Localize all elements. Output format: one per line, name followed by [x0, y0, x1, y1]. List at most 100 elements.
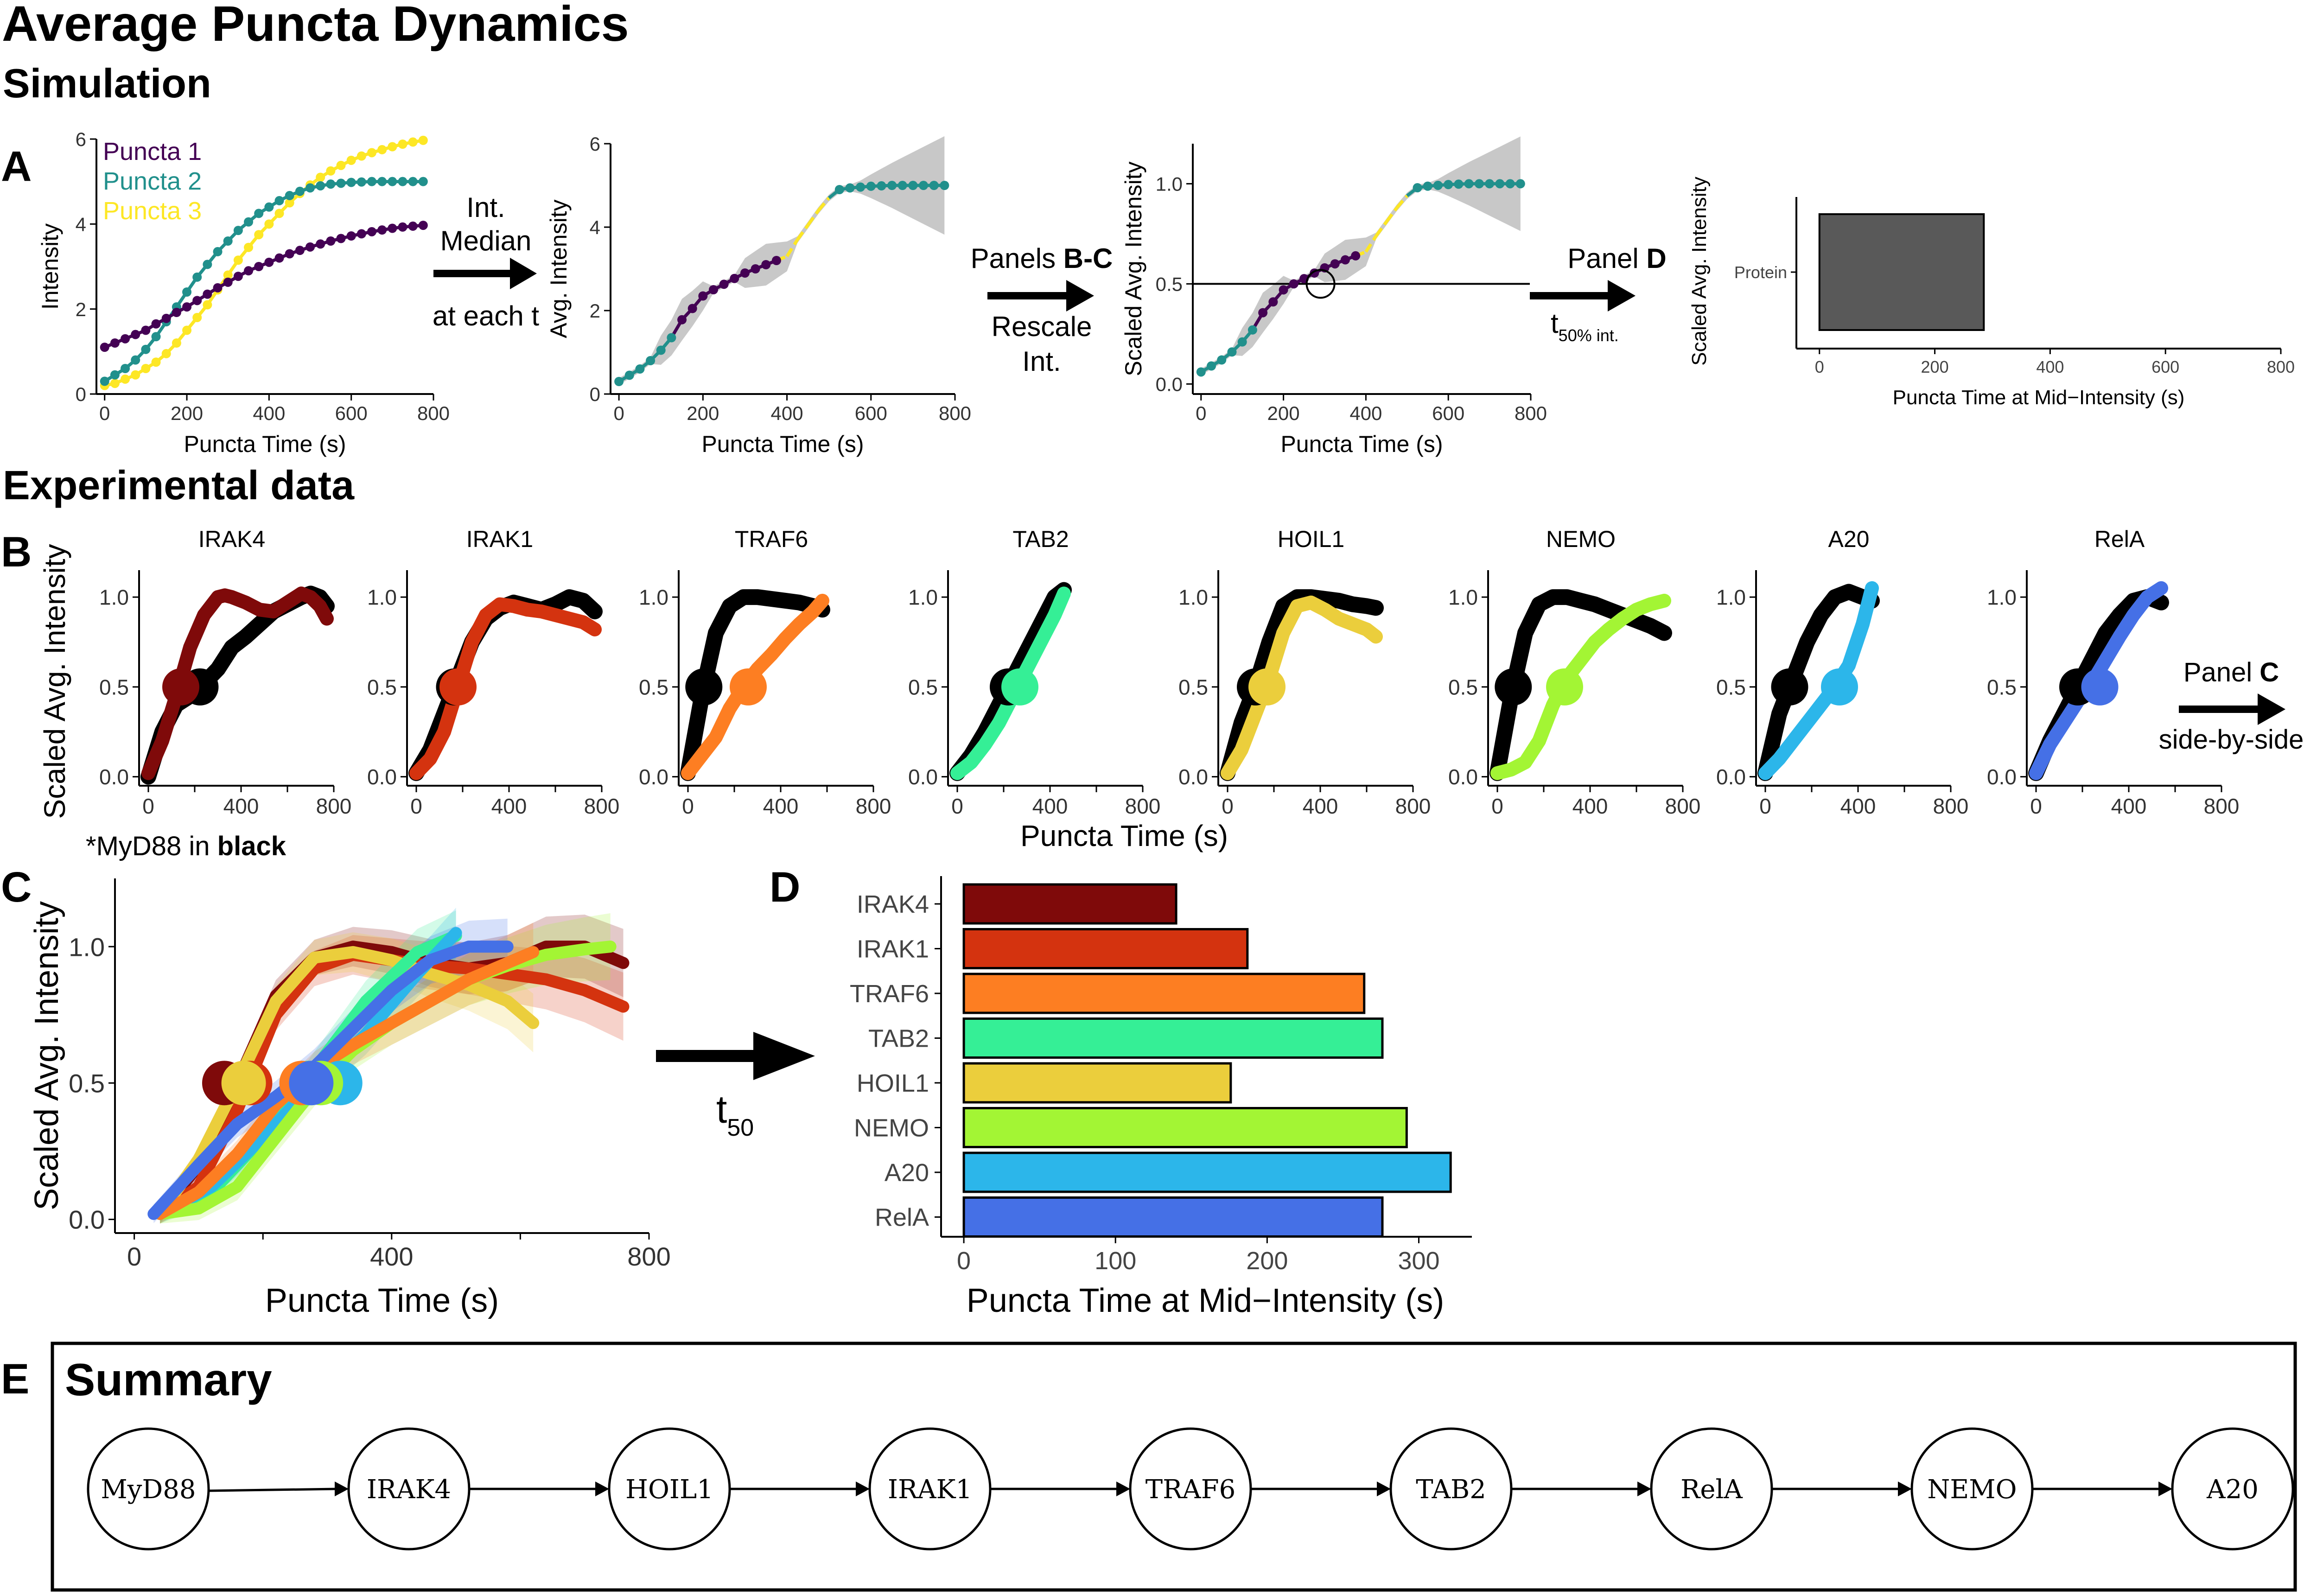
a2-y-tick-label: 2 — [590, 300, 600, 322]
chart-d-mid-intensity-bars: IRAK4 IRAK1 TRAF6 TAB2 HOIL1 NEMO A20 RelA 0 100 2… — [850, 876, 1472, 1319]
a1-point — [408, 221, 418, 231]
c-x-tick-label: 400 — [370, 1242, 413, 1271]
b-myd88-t50-dot — [1771, 668, 1808, 706]
a2-x-tick-label: 600 — [855, 402, 887, 424]
summary-pathway: MyD88 IRAK4 HOIL1 IRAK1 TRAF6 TAB2 RelA NEMO A20 — [87, 1427, 2294, 1551]
arrow-t50: Panel D t50% int. — [1530, 243, 1667, 345]
chart-a3-scaled-intensity: 0 200 400 600 800 0.0 0.5 1.0 Puncta Time (s) Sca… — [1120, 136, 1547, 457]
a2-median-point — [751, 264, 760, 273]
b-irak1-y-tick-label: 0.0 — [367, 765, 397, 789]
b-y-axis-label: Scaled Avg. Intensity — [38, 544, 71, 819]
b-nemo-x-tick-label: 0 — [1491, 794, 1503, 818]
b-tab2-y-tick-label: 0.0 — [908, 765, 938, 789]
b-protein-t50-dot — [162, 668, 199, 706]
a2-median-segment — [796, 224, 809, 241]
chart-a1-puncta-intensity: 0 200 400 600 800 0 2 4 6 Puncta Time (s) Intensit… — [37, 128, 450, 457]
summary-node-tab2: TAB2 — [1389, 1427, 1513, 1551]
a2-median-point — [614, 377, 624, 386]
a1-x-tick-label: 200 — [171, 402, 203, 424]
d-bar-rela — [962, 1196, 1384, 1238]
b-myd88-t50-dot — [1495, 668, 1532, 706]
d-x-tick-label: 200 — [1246, 1247, 1288, 1275]
a1-point — [346, 155, 356, 165]
a2-median-point — [856, 182, 866, 192]
a3-median-segment — [1395, 195, 1408, 209]
a1-point — [326, 236, 336, 246]
a1-point — [264, 202, 274, 212]
summary-node-circle — [87, 1427, 210, 1551]
d-category-label: IRAK4 — [857, 890, 929, 918]
a2-median-segment — [785, 239, 799, 257]
a1-point — [203, 289, 212, 299]
a2-median-point — [887, 181, 897, 190]
a3-median-point — [1268, 297, 1278, 307]
b-protein-line — [681, 593, 829, 780]
a1-point — [161, 349, 171, 358]
a2-median-point — [919, 181, 929, 190]
b-rela-y-tick-label: 0.5 — [1987, 675, 2017, 699]
a1-point — [356, 151, 366, 161]
b-irak4-x-tick-label: 400 — [223, 794, 259, 818]
b-panel-rela: RelA 0 400 800 0.0 0.5 1.0 — [1987, 526, 2239, 818]
a1-point — [418, 135, 428, 145]
a4-bar — [1818, 213, 1985, 331]
b-rela-x-tick-label: 0 — [2030, 794, 2042, 818]
a2-median-point — [719, 280, 729, 289]
b-irak1-y-tick-label: 1.0 — [367, 585, 397, 610]
a3-median-point — [1433, 180, 1443, 190]
a1-point — [295, 246, 305, 255]
b-irak4-y-tick-label: 1.0 — [99, 585, 129, 610]
a1-point — [418, 221, 428, 230]
a2-median-point — [708, 285, 718, 294]
b-tab2-y-tick-label: 0.5 — [908, 675, 938, 699]
b-tab2-y-tick-label: 1.0 — [908, 585, 938, 610]
d-x-tick-label: 0 — [957, 1247, 971, 1275]
a2-x-tick-label: 400 — [771, 402, 803, 424]
a1-point — [244, 217, 254, 227]
a1-point — [192, 272, 202, 282]
a2-x-tick-label: 800 — [939, 402, 971, 424]
b-panel-title: IRAK1 — [466, 526, 534, 552]
a4-x-tick-label: 400 — [2036, 357, 2064, 376]
d-x-axis-label: Puncta Time at Mid−Intensity (s) — [967, 1282, 1444, 1319]
a1-point — [326, 166, 336, 176]
arrow-t50-line1: Panel D — [1567, 243, 1666, 274]
a1-point — [306, 183, 315, 193]
d-bar-irak1 — [962, 928, 1249, 969]
a2-median-point — [866, 181, 876, 191]
b-hoil1-x-tick-label: 800 — [1395, 794, 1431, 818]
a1-point — [233, 255, 243, 265]
a2-median-point — [730, 273, 739, 283]
summary-node-label: TRAF6 — [1146, 1475, 1235, 1505]
summary-frame — [51, 1342, 2297, 1592]
a1-point — [388, 177, 397, 186]
a1-point — [254, 262, 264, 271]
a1-point — [182, 325, 192, 335]
arrow-side-by-side-line1: Panel C — [2183, 657, 2279, 687]
a1-point — [285, 249, 294, 259]
arrow-rescale-head — [1066, 280, 1094, 312]
a1-point — [316, 239, 325, 249]
d-bar-irak4 — [962, 883, 1177, 925]
a1-point — [172, 338, 181, 348]
a1-y-tick-label: 2 — [76, 299, 86, 320]
a1-point — [121, 364, 130, 373]
arrow-rescale-line1: Panels B-C — [971, 243, 1113, 274]
a1-x-tick-label: 800 — [417, 402, 450, 424]
a1-point — [264, 257, 274, 267]
b-myd88-line — [680, 589, 830, 781]
a1-legend-entry: Puncta 3 — [103, 197, 202, 225]
a3-median-point — [1515, 179, 1525, 189]
arrow-rescale: Panels B-C Rescale Int. — [971, 243, 1113, 377]
summary-node-rela: RelA — [1650, 1427, 1773, 1551]
a3-median-segment — [1385, 207, 1398, 223]
a1-point — [367, 177, 377, 186]
a4-x-tick-label: 800 — [2267, 357, 2295, 376]
c-line-rela — [147, 941, 514, 1220]
a1-point — [141, 364, 151, 373]
summary-node-circle — [2171, 1427, 2294, 1551]
a1-point — [151, 319, 161, 329]
a3-median-point — [1237, 337, 1247, 347]
arrow-side-by-side-line2: side-by-side — [2159, 725, 2304, 755]
a3-median-point — [1207, 361, 1216, 371]
